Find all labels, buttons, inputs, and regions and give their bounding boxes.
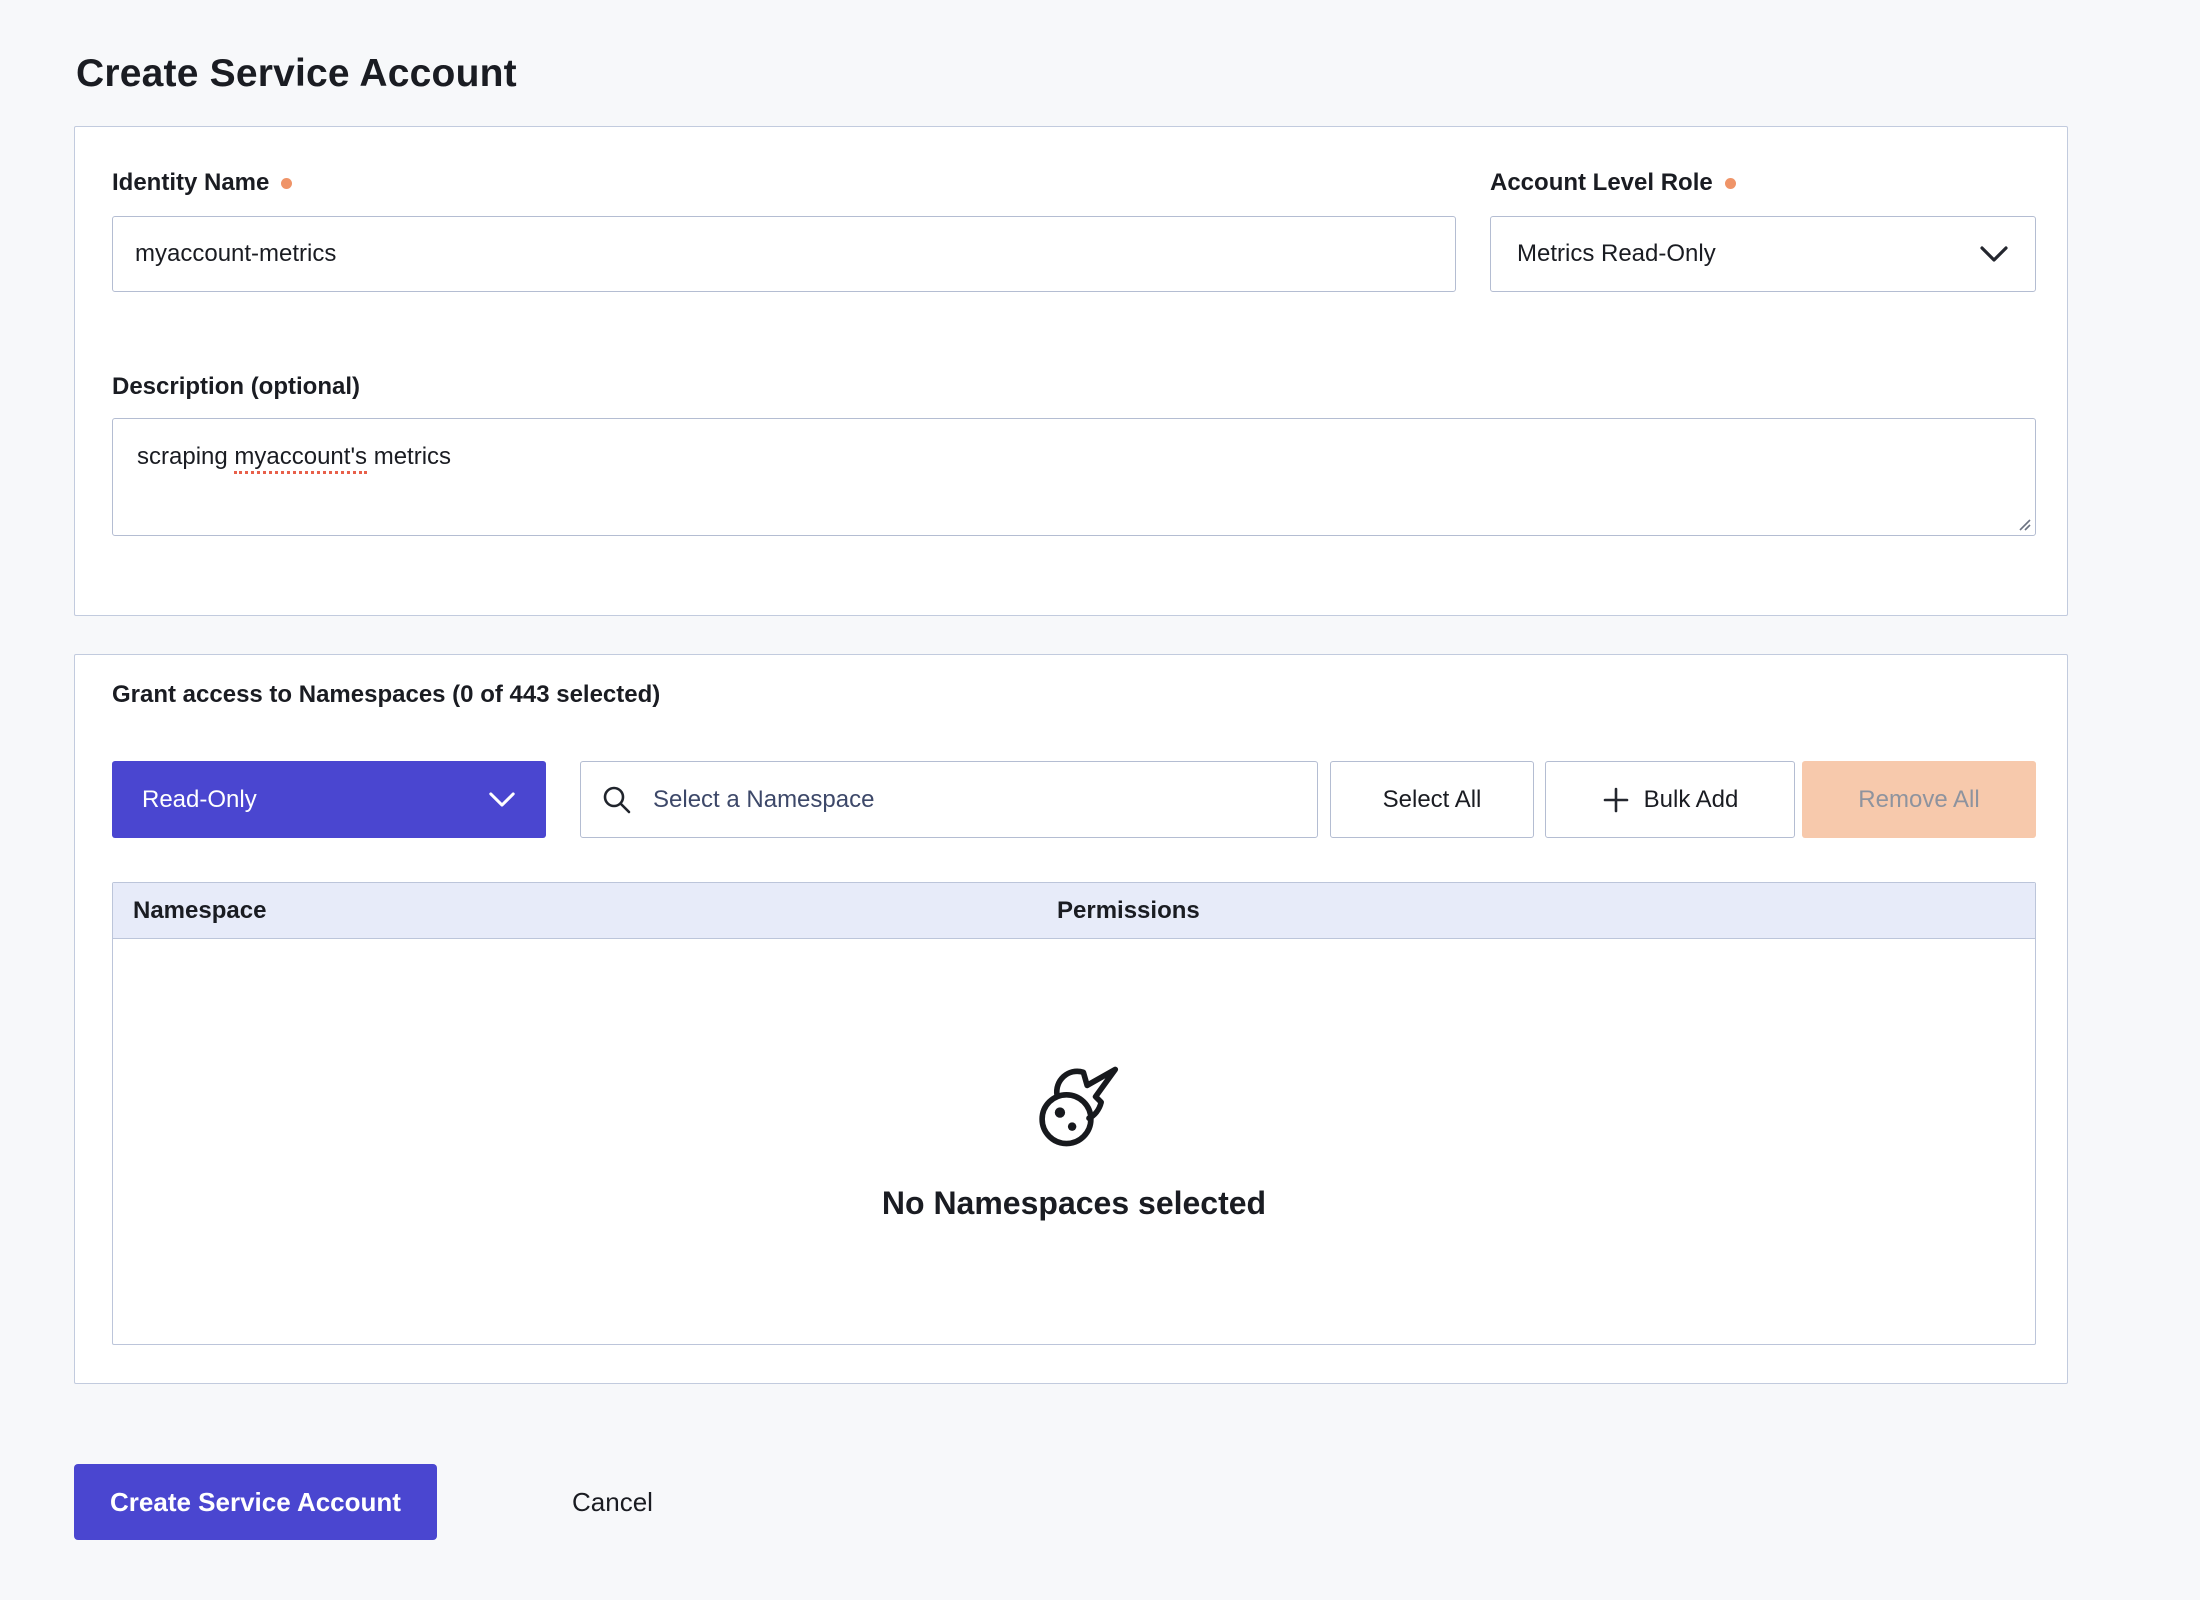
identity-name-label: Identity Name xyxy=(112,169,293,197)
bulk-add-button[interactable]: Bulk Add xyxy=(1545,761,1795,838)
description-label: Description (optional) xyxy=(112,373,360,401)
account-level-role-label-text: Account Level Role xyxy=(1490,169,1713,196)
namespaces-panel: Grant access to Namespaces (0 of 443 sel… xyxy=(74,654,2068,1384)
description-text: scraping xyxy=(137,443,235,470)
column-header-permissions: Permissions xyxy=(1057,896,1200,924)
account-level-role-value: Metrics Read-Only xyxy=(1517,240,1716,267)
chevron-down-icon xyxy=(1980,246,2008,262)
remove-all-button[interactable]: Remove All xyxy=(1802,761,2036,838)
permission-dropdown[interactable]: Read-Only xyxy=(112,761,546,838)
resize-handle-icon[interactable] xyxy=(2016,516,2032,532)
description-misspelled-word: myaccount's xyxy=(234,443,368,474)
account-level-role-select[interactable]: Metrics Read-Only xyxy=(1490,216,2036,292)
chevron-down-icon xyxy=(489,792,515,807)
comet-icon xyxy=(1039,1066,1119,1147)
identity-name-label-text: Identity Name xyxy=(112,169,270,196)
select-all-button[interactable]: Select All xyxy=(1330,761,1534,838)
namespaces-table-header: Namespace Permissions xyxy=(113,883,2035,939)
namespace-search-box[interactable] xyxy=(580,761,1318,838)
description-label-text: Description (optional) xyxy=(112,373,360,400)
permission-dropdown-value: Read-Only xyxy=(142,785,257,813)
plus-icon xyxy=(1603,787,1628,812)
required-dot-icon xyxy=(1724,177,1736,189)
column-header-namespace: Namespace xyxy=(133,896,267,924)
namespace-search-input[interactable] xyxy=(651,784,1297,815)
description-text: metrics xyxy=(367,443,452,470)
page-title: Create Service Account xyxy=(76,52,517,96)
cancel-button[interactable]: Cancel xyxy=(560,1464,665,1540)
bulk-add-label: Bulk Add xyxy=(1643,785,1739,813)
search-icon xyxy=(603,786,631,813)
required-dot-icon xyxy=(281,177,293,189)
namespaces-table-empty-state: No Namespaces selected xyxy=(113,939,2035,1344)
empty-state-message: No Namespaces selected xyxy=(881,1185,1267,1221)
create-service-account-button[interactable]: Create Service Account xyxy=(74,1464,437,1540)
identity-name-input[interactable] xyxy=(112,216,1456,292)
namespaces-table: Namespace Permissions No Namespaces sele… xyxy=(112,882,2036,1345)
description-textarea[interactable]: scraping myaccount's metrics xyxy=(112,418,2036,536)
namespaces-section-header: Grant access to Namespaces (0 of 443 sel… xyxy=(112,681,661,708)
identity-panel: Identity Name Account Level Role Metrics… xyxy=(74,126,2068,616)
account-level-role-label: Account Level Role xyxy=(1490,169,1736,197)
